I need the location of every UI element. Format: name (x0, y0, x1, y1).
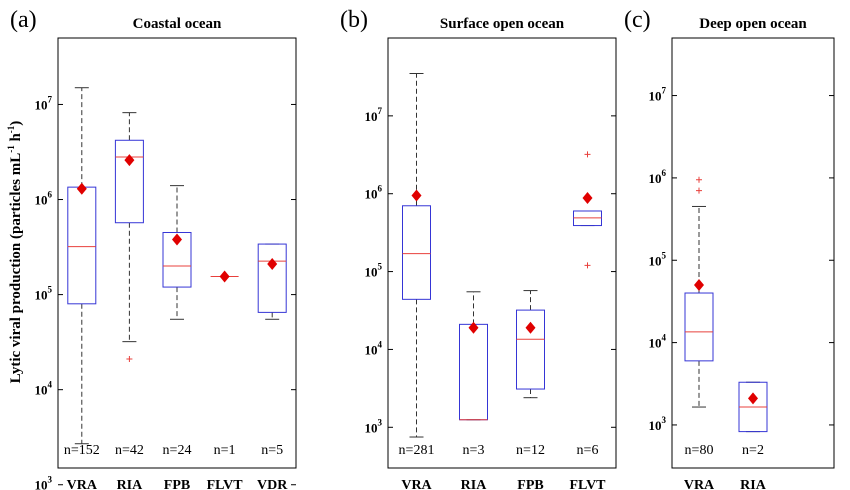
x-tick-label: FPB (164, 478, 190, 490)
outlier-point (696, 176, 702, 183)
x-tick-label: FLVT (569, 478, 606, 490)
panel-2: (b) Surface open ocean 103 104 105 106 107 n=28… (340, 7, 617, 490)
n-label: n=152 (64, 443, 100, 458)
iqr-box (459, 323, 488, 421)
plot-frame (57, 37, 297, 469)
x-tick-label: VDR (257, 478, 288, 490)
box-flvt: n=1 FLVT (207, 270, 244, 490)
iqr-box (684, 292, 714, 362)
y-axis-label: Lytic viral production (particles mL-1 h… (6, 121, 24, 384)
plot-frame (671, 37, 835, 469)
y-tick-label: 106 (365, 184, 383, 202)
x-tick-label: FLVT (207, 478, 244, 490)
box-flvt: n=6 FLVT (569, 151, 606, 490)
iqr-box (67, 186, 97, 305)
n-label: n=42 (115, 443, 144, 458)
x-tick-label: RIA (461, 478, 488, 490)
mean-marker (76, 182, 87, 195)
panel-title: Surface open ocean (440, 16, 565, 32)
n-label: n=12 (516, 443, 545, 458)
panel-label: (b) (340, 7, 368, 33)
y-tick-label: 107 (649, 86, 667, 104)
n-label: n=1 (214, 443, 236, 458)
iqr-box (402, 205, 431, 300)
x-tick-label: VRA (401, 478, 432, 490)
box-ria: n=3 RIA (459, 291, 488, 490)
mean-marker (468, 321, 479, 334)
plot-frame (387, 37, 617, 469)
box-ria: n=2 RIA (738, 381, 768, 490)
panel-title: Coastal ocean (133, 16, 222, 32)
box-vdr: n=5 VDR (257, 243, 288, 490)
y-tick-label: 105 (365, 262, 383, 280)
iqr-box (114, 139, 144, 224)
n-label: n=80 (685, 443, 714, 458)
outlier-point (584, 262, 591, 269)
mean-marker (267, 257, 278, 270)
mean-marker (219, 270, 230, 283)
box-vra: n=152 VRA (64, 87, 100, 490)
iqr-box (162, 231, 192, 288)
n-label: n=281 (399, 443, 435, 458)
n-label: n=6 (577, 443, 599, 458)
y-tick-label: 107 (35, 94, 53, 112)
mean-marker (748, 392, 758, 405)
mean-marker (525, 321, 536, 334)
y-tick-label: 106 (35, 190, 53, 208)
x-tick-label: RIA (117, 478, 144, 490)
n-label: n=24 (163, 443, 192, 458)
box-ria: n=42 RIA (114, 112, 144, 490)
n-label: n=2 (742, 443, 764, 458)
n-label: n=3 (463, 443, 485, 458)
y-tick-label: 107 (365, 106, 383, 124)
y-tick-label: 104 (35, 380, 53, 398)
y-tick-label: 103 (35, 475, 53, 490)
x-tick-label: RIA (740, 478, 767, 490)
mean-marker (411, 189, 422, 202)
x-tick-label: FPB (517, 478, 543, 490)
y-tick-label: 106 (649, 168, 667, 186)
box-fpb: n=12 FPB (516, 290, 545, 490)
panel-title: Deep open ocean (699, 16, 807, 32)
y-tick-label: 104 (649, 333, 667, 351)
mean-marker (694, 279, 704, 292)
panel-label: (a) (10, 7, 37, 33)
x-tick-label: VRA (684, 478, 715, 490)
outlier-point (126, 356, 133, 363)
mean-marker (172, 233, 182, 246)
y-tick-label: 103 (365, 417, 383, 435)
iqr-box (516, 309, 545, 390)
mean-marker (124, 154, 135, 167)
box-fpb: n=24 FPB (162, 185, 192, 490)
outlier-point (584, 151, 591, 158)
box-vra: n=281 VRA (399, 72, 435, 490)
panel-1: (a) Coastal ocean103104105106107n=152VRAn… (10, 7, 297, 490)
x-tick-label: VRA (67, 478, 98, 490)
n-label: n=5 (261, 443, 283, 458)
y-tick-label: 105 (649, 250, 667, 268)
panel-label: (c) (624, 7, 651, 33)
y-tick-label: 104 (365, 339, 383, 357)
outlier-point (696, 187, 702, 194)
box-vra: n=80 VRA (684, 176, 715, 490)
y-tick-label: 105 (35, 285, 53, 303)
mean-marker (582, 192, 593, 205)
panel-3: (c) Deep open ocean 103 104 105 106 107 n=80 VRA… (624, 7, 835, 490)
y-tick-label: 103 (649, 415, 667, 433)
iqr-box (257, 243, 287, 313)
